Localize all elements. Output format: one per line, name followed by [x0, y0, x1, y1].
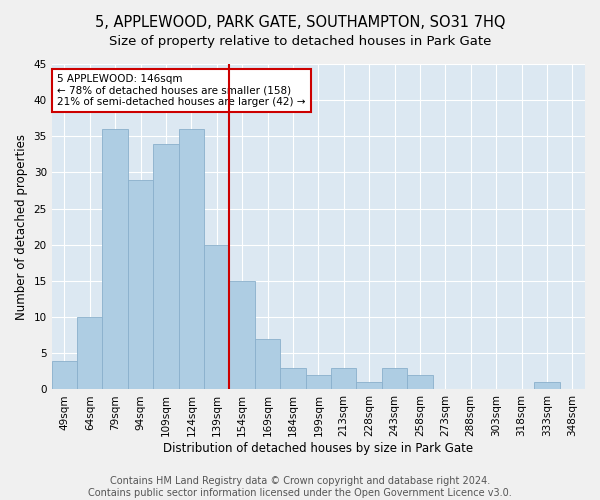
Bar [305, 375, 331, 390]
Bar [204, 245, 229, 390]
Bar [153, 144, 179, 390]
Text: 5, APPLEWOOD, PARK GATE, SOUTHAMPTON, SO31 7HQ: 5, APPLEWOOD, PARK GATE, SOUTHAMPTON, SO… [95, 15, 505, 30]
Text: Size of property relative to detached houses in Park Gate: Size of property relative to detached ho… [109, 35, 491, 48]
Bar [407, 375, 433, 390]
Bar [331, 368, 356, 390]
Bar [103, 129, 128, 390]
Bar [382, 368, 407, 390]
Bar [255, 339, 280, 390]
Bar [77, 317, 103, 390]
Y-axis label: Number of detached properties: Number of detached properties [15, 134, 28, 320]
Bar [179, 129, 204, 390]
Bar [52, 360, 77, 390]
Bar [534, 382, 560, 390]
Bar [128, 180, 153, 390]
Bar [229, 281, 255, 390]
Text: Contains HM Land Registry data © Crown copyright and database right 2024.
Contai: Contains HM Land Registry data © Crown c… [88, 476, 512, 498]
Bar [356, 382, 382, 390]
Text: 5 APPLEWOOD: 146sqm
← 78% of detached houses are smaller (158)
21% of semi-detac: 5 APPLEWOOD: 146sqm ← 78% of detached ho… [57, 74, 305, 107]
X-axis label: Distribution of detached houses by size in Park Gate: Distribution of detached houses by size … [163, 442, 473, 455]
Bar [280, 368, 305, 390]
